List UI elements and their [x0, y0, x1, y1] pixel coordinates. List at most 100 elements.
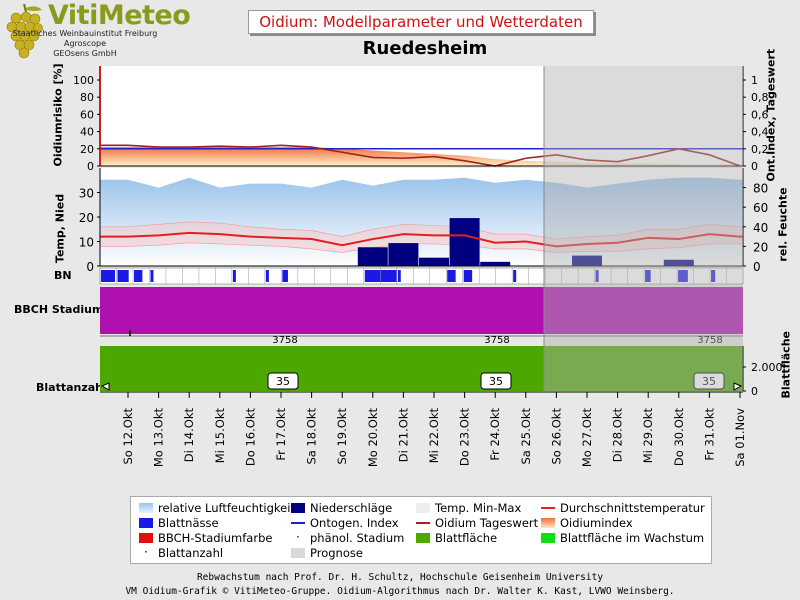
leaf-count-badge	[480, 372, 512, 390]
legend-label: Blattfläche im Wachstum	[560, 531, 705, 545]
legend-swatch-leafcount: ·	[144, 545, 148, 559]
legend-swatch-ontogen	[291, 522, 305, 524]
footer-line-2: VM Oidium-Grafik © VitiMeteo-Gruppe. Oid…	[125, 586, 675, 597]
x-tick-label: Di 14.Okt	[182, 408, 196, 463]
legend-item-oidday: Oidium Tageswert	[416, 516, 538, 530]
legend-label: relative Luftfeuchtigkeit	[158, 501, 295, 515]
precip-bar	[449, 218, 480, 266]
x-tick-label: Do 30.Okt	[672, 408, 686, 467]
precip-bar	[480, 261, 511, 266]
legend-label: Prognose	[310, 546, 363, 560]
y-tick-ontindex: 1	[751, 74, 758, 87]
x-tick-label: Mi 15.Okt	[213, 408, 227, 464]
x-tick-label: Fr 24.Okt	[488, 408, 502, 461]
bn-bar	[265, 270, 269, 282]
y-tick-ontindex: 0,6	[751, 108, 769, 121]
bn-bar	[595, 270, 599, 282]
logo-line-1: Staatliches Weinbauinstitut Freiburg	[12, 29, 158, 38]
leaf-count-value: 35	[276, 375, 290, 388]
y-tick-ontindex: 0,4	[751, 126, 769, 139]
leaf-area-band	[100, 346, 743, 391]
x-tick-label: So 19.Okt	[335, 408, 349, 465]
legend-label: Blattanzahl	[158, 546, 224, 560]
leaf-count-badge	[267, 372, 299, 390]
legend-item-humidity: relative Luftfeuchtigkeit	[139, 501, 295, 515]
x-tick-label: Sa 18.Okt	[305, 408, 319, 465]
legend-item-minmax: Temp. Min-Max	[416, 501, 521, 515]
bbch-label: BBCH Stadium	[14, 303, 104, 316]
x-tick-label: Mi 29.Okt	[641, 408, 655, 464]
x-tick-label: Mo 13.Okt	[152, 408, 166, 468]
x-tick-label: So 26.Okt	[549, 408, 563, 465]
precip-bar	[357, 247, 388, 266]
x-tick-label: Sa 25.Okt	[519, 408, 533, 465]
legend-label: Blattnässe	[158, 516, 219, 530]
x-tick-label: Di 28.Okt	[611, 408, 625, 463]
x-tick-label: Do 23.Okt	[458, 408, 472, 467]
bn-bar	[101, 270, 116, 282]
logo-line-2: Agroscope	[63, 39, 107, 48]
phen-stage-label: 3758	[697, 335, 722, 346]
y-tick-oidium: 60	[80, 108, 94, 121]
bn-bar	[397, 270, 401, 282]
logo-line-3: GEOsens GmbH	[53, 49, 117, 58]
y-tick-ontindex: 0,2	[751, 143, 769, 156]
legend-swatch-bbch	[139, 533, 153, 543]
bn-bar	[711, 270, 716, 282]
scroll-right-arrow-icon	[733, 382, 743, 391]
legend-label: Ontogen. Index	[310, 516, 399, 530]
chart-legend: relative Luftfeuchtigkeit Niederschläge Te…	[130, 496, 712, 564]
precip-bar	[663, 259, 694, 266]
legend-item-bn: Blattnässe	[139, 516, 219, 530]
bn-bar	[117, 270, 129, 282]
legend-label: Temp. Min-Max	[435, 501, 522, 515]
legend-item-leafcount: · Blattanzahl	[139, 546, 223, 560]
legend-label: BBCH-Stadiumfarbe	[158, 531, 273, 545]
x-tick-label: Fr 31.Okt	[702, 408, 716, 461]
bn-bar	[364, 270, 382, 282]
x-tick-label: So 12.Okt	[121, 408, 135, 465]
bn-bar	[447, 270, 456, 282]
y-tick-humidity: 60	[753, 201, 768, 215]
leaf-count-badge	[693, 372, 725, 390]
bn-label: BN	[54, 269, 72, 282]
precip-bar	[388, 243, 419, 266]
precip-bar	[419, 257, 449, 266]
bn-bar	[232, 270, 236, 282]
bn-bar	[150, 270, 154, 282]
legend-label: Durchschnittstemperatur	[560, 501, 705, 515]
scroll-left-arrow-icon	[100, 382, 110, 391]
legend-item-ontogen: Ontogen. Index	[291, 516, 399, 530]
y-tick-temp: 0	[86, 260, 94, 274]
y-tick-ontindex: 0	[751, 160, 758, 173]
footer-line-1: Rebwachstum nach Prof. Dr. H. Schultz, H…	[196, 572, 604, 583]
phen-stage-label: 3758	[272, 335, 297, 346]
y-tick-oidium: 20	[80, 143, 94, 156]
legend-swatch-forecast	[291, 548, 305, 558]
y-tick-oidium: 100	[73, 74, 94, 87]
legend-label: Oidium Tageswert	[435, 516, 539, 530]
y-tick-temp: 20	[79, 211, 94, 225]
x-tick-label: Mi 22.Okt	[427, 408, 441, 464]
oidium-daily-line	[100, 144, 741, 167]
blattanzahl-label: Blattanzahl	[36, 381, 107, 394]
legend-label: Blattfläche	[435, 531, 498, 545]
x-tick-label: Sa 01.Nov	[733, 408, 747, 467]
legend-label: Niederschläge	[310, 501, 393, 515]
x-tick-label: Di 21.Okt	[396, 408, 410, 463]
y-tick-oidium: 40	[80, 126, 94, 139]
legend-swatch-phen: ·	[296, 530, 300, 544]
legend-swatch-oidday	[416, 522, 430, 524]
mean-temp-line	[100, 231, 743, 248]
y-tick-leafarea: 0	[751, 385, 758, 398]
legend-item-leafgrow: Blattfläche im Wachstum	[541, 531, 704, 545]
legend-label: phänol. Stadium	[310, 531, 405, 545]
legend-item-precip: Niederschläge	[291, 501, 392, 515]
legend-item-temp: Durchschnittstemperatur	[541, 501, 705, 515]
legend-swatch-temp	[541, 507, 555, 509]
legend-swatch-humidity	[139, 503, 153, 513]
y-tick-temp: 30	[79, 187, 94, 201]
legend-item-oidindex: Oidiumindex	[541, 516, 633, 530]
legend-swatch-precip	[291, 503, 305, 513]
